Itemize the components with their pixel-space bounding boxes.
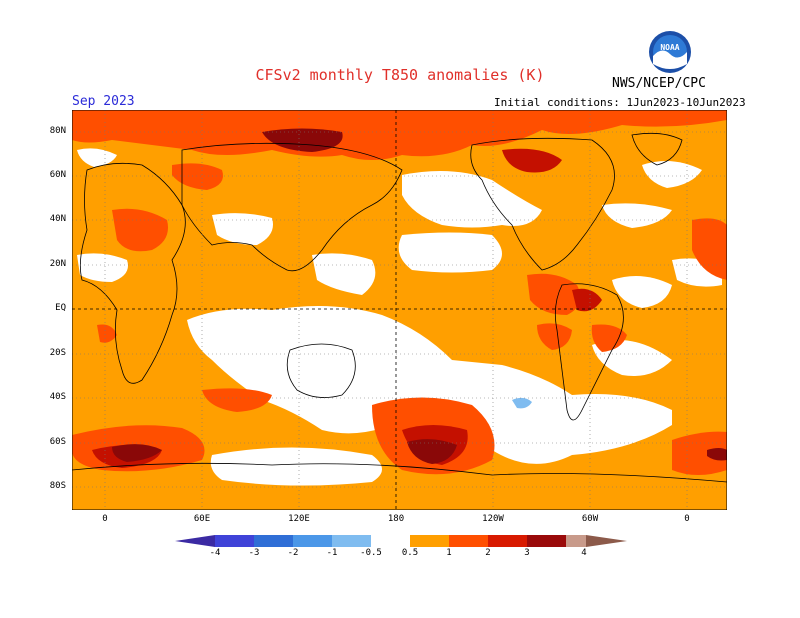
- colorbar-bin: [293, 535, 332, 547]
- lat-label: 80N: [49, 126, 66, 136]
- colorbar-tick: -0.5: [360, 548, 382, 558]
- lat-label: 60S: [49, 437, 66, 447]
- colorbar-bin: [449, 535, 488, 547]
- valid-month: Sep 2023: [72, 94, 135, 109]
- lat-label: 20S: [49, 348, 66, 358]
- lat-label: 80S: [49, 481, 66, 491]
- lon-label: 0: [102, 514, 108, 524]
- lon-label: 120E: [288, 514, 310, 524]
- lon-label: 120W: [482, 514, 504, 524]
- colorbar-bin: [254, 535, 293, 547]
- lat-label: 40S: [49, 392, 66, 402]
- lon-label: 0: [684, 514, 690, 524]
- cool-region: [512, 397, 532, 409]
- lat-label: 20N: [49, 259, 66, 269]
- lon-label: 60W: [581, 514, 599, 524]
- lat-label: 60N: [49, 170, 66, 180]
- colorbar-tick: 3: [524, 548, 530, 558]
- colorbar-arrow-left: [175, 535, 215, 547]
- colorbar-bin: [332, 535, 371, 547]
- colorbar-bin: [215, 535, 254, 547]
- noaa-logo: NOAA: [648, 30, 692, 74]
- logo-text: NOAA: [660, 43, 679, 52]
- colorbar-arrow-right: [586, 535, 627, 547]
- initial-conditions: Initial conditions: 1Jun2023-10Jun2023: [494, 96, 746, 109]
- lon-label: 60E: [193, 514, 211, 524]
- colorbar-bin: [410, 535, 449, 547]
- equator-dateline: [72, 110, 727, 510]
- colorbar-bin: [371, 535, 410, 547]
- colorbar-tick: -1: [326, 548, 338, 558]
- chart-title: CFSv2 monthly T850 anomalies (K): [255, 66, 545, 84]
- grid-lines: [72, 110, 727, 510]
- colorbar-bin: [488, 535, 527, 547]
- colorbar-bin: [566, 535, 586, 547]
- lat-label: 40N: [49, 214, 66, 224]
- colorbar-tick: -3: [248, 548, 260, 558]
- colorbar-tick: -2: [287, 548, 299, 558]
- colorbar-tick: -4: [209, 548, 221, 558]
- lat-label: EQ: [55, 303, 66, 313]
- colorbar-tick: 1: [446, 548, 452, 558]
- colorbar-tick: 0.5: [401, 548, 419, 558]
- lon-label: 180: [387, 514, 405, 524]
- colorbar-tick: 4: [581, 548, 587, 558]
- colorbar-bin: [527, 535, 566, 547]
- colorbar-tick: 2: [485, 548, 491, 558]
- colorbar: [175, 535, 627, 547]
- anomaly-map: [72, 110, 727, 510]
- agency-label: NWS/NCEP/CPC: [612, 76, 706, 91]
- coastlines: [72, 132, 727, 483]
